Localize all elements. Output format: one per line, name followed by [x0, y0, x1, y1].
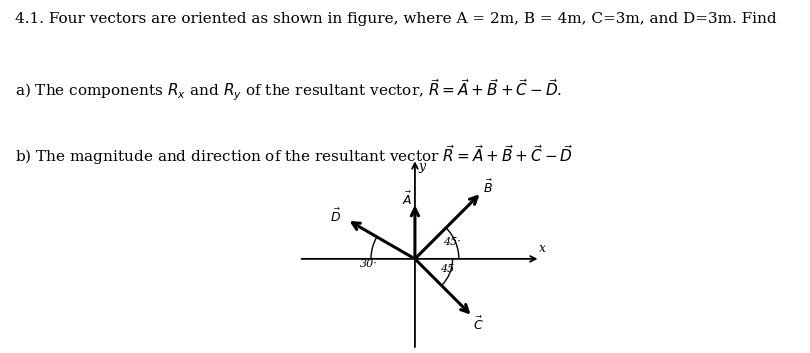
Text: a) The components $R_x$ and $R_y$ of the resultant vector, $\vec{R} = \vec{A}+\v: a) The components $R_x$ and $R_y$ of the… [15, 78, 562, 103]
Text: x: x [539, 242, 545, 255]
Text: $\vec{A}$: $\vec{A}$ [402, 191, 412, 208]
Text: $\vec{B}$: $\vec{B}$ [483, 179, 492, 196]
Text: $\vec{D}$: $\vec{D}$ [330, 207, 342, 225]
Text: 4.1. Four vectors are oriented as shown in figure, where A = 2m, B = 4m, C=3m, a: 4.1. Four vectors are oriented as shown … [15, 12, 776, 26]
Text: y: y [418, 160, 425, 173]
Text: $\vec{C}$: $\vec{C}$ [473, 316, 484, 333]
Text: 30·: 30· [360, 259, 377, 269]
Text: 45: 45 [440, 264, 454, 274]
Text: b) The magnitude and direction of the resultant vector $\vec{R} = \vec{A}+\vec{B: b) The magnitude and direction of the re… [15, 143, 573, 167]
Text: 45·: 45· [443, 237, 461, 247]
